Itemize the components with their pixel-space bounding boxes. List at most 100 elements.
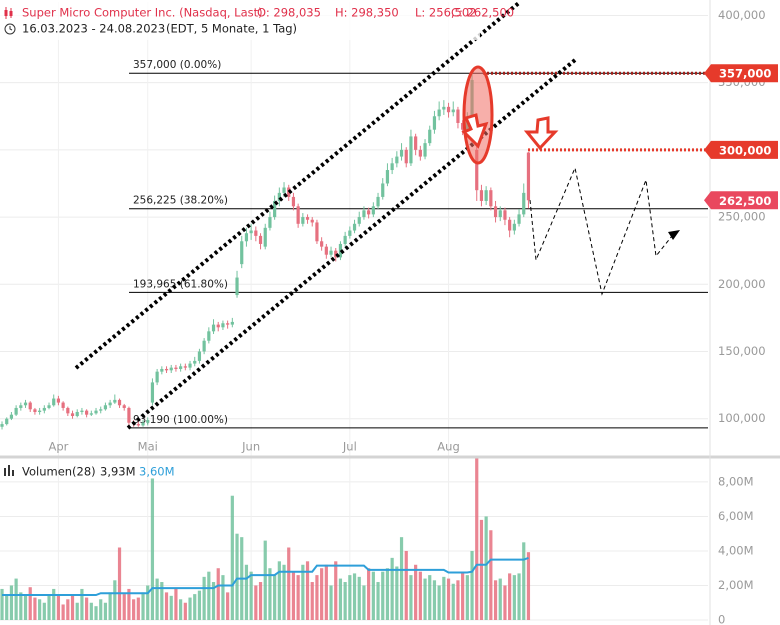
volume-bar [127, 588, 131, 620]
candle-body [451, 109, 455, 113]
candle-body [305, 217, 310, 220]
candle-body [160, 368, 164, 372]
volume-bar [442, 576, 446, 620]
candle-body [522, 192, 526, 215]
volume-bar [28, 587, 32, 620]
volume-bar [146, 585, 150, 620]
candle-body [164, 368, 169, 371]
volume-bar [103, 602, 108, 620]
volume-bar [75, 602, 79, 620]
x-tick-label: Jul [342, 440, 357, 454]
candle-body [437, 109, 441, 117]
volume-bar [428, 575, 432, 620]
volume-bar [348, 575, 352, 620]
volume-bar [52, 588, 56, 620]
volume-bar [89, 602, 93, 620]
candle-body [479, 190, 484, 201]
volume-bar [479, 519, 484, 620]
volume-bar [352, 573, 357, 620]
volume-bar [70, 595, 75, 620]
candle-body [456, 109, 460, 123]
candle-body [14, 407, 18, 415]
volume-bar [249, 571, 253, 620]
volume-bar [362, 585, 366, 620]
volume-bar [108, 592, 112, 620]
volume-bar [381, 571, 385, 620]
y-tick-label: 100,000 [718, 411, 766, 425]
volume-bar [315, 575, 319, 620]
candle-body [273, 200, 277, 218]
volume-bar [56, 594, 61, 620]
ohlc-open: O: 298,035 [257, 6, 321, 20]
candle-body [268, 217, 272, 228]
level-label: 300,000 [719, 143, 771, 157]
volume-bar [155, 578, 159, 620]
volume-bar [423, 578, 427, 620]
x-tick-label: Mai [138, 440, 158, 454]
volume-bar [33, 597, 37, 620]
volume-bar [19, 592, 23, 620]
candle-body [122, 405, 126, 408]
volume-bar [169, 595, 173, 620]
candle-body [352, 223, 357, 231]
candle-body [226, 323, 230, 325]
highlight-ellipse [462, 65, 494, 165]
volume-bar [470, 550, 474, 620]
volume-bar [489, 530, 493, 620]
volume-bar [357, 576, 361, 620]
volume-bar [414, 564, 418, 620]
candle-body [367, 210, 371, 215]
volume-bar [188, 597, 192, 620]
volume-bar [409, 575, 413, 620]
volume-name: Volumen(28) [22, 465, 96, 479]
volume-bar [268, 568, 272, 620]
candle-body [249, 230, 253, 234]
candle-body [324, 246, 328, 255]
level-box [704, 64, 778, 83]
candle-body [146, 420, 150, 423]
y-tick-label: 150,000 [718, 344, 766, 358]
candle-body [418, 149, 422, 157]
candle-body [362, 210, 366, 218]
volume-bar [263, 540, 267, 620]
fib-label: 357,000 (0.00%) [133, 59, 221, 71]
volume-bar [484, 516, 488, 620]
volume-bar [179, 599, 183, 620]
candle-body [19, 405, 23, 408]
candle-body [404, 149, 408, 164]
header-bg [0, 0, 480, 40]
candle-body [66, 407, 70, 414]
grid: 100,000150,000200,000250,000300,000350,0… [0, 2, 766, 625]
arrow [461, 113, 489, 149]
candle-body [183, 366, 187, 368]
volume-bar [207, 571, 211, 620]
volume-bar [38, 599, 42, 620]
volume-tick-label: 2,00M [718, 578, 754, 592]
volume-bar [66, 599, 70, 620]
candle-body [390, 163, 394, 171]
y-tick-label: 250,000 [718, 210, 766, 224]
candle-body [310, 219, 314, 223]
candle-body [28, 402, 32, 410]
candle-body [432, 116, 437, 130]
candle-body [141, 422, 145, 426]
candle-body [127, 407, 131, 423]
volume-bar [136, 597, 140, 620]
volume-bar [235, 533, 239, 620]
candle-body [174, 367, 178, 369]
candle-body [287, 187, 291, 197]
candle-body [371, 206, 375, 215]
volume-bar [226, 592, 230, 620]
candle-body [461, 122, 465, 130]
volume-bar [141, 592, 145, 620]
volume-bar [446, 578, 451, 620]
candle-body [5, 418, 9, 425]
volume-bar [296, 575, 300, 620]
candle-body [498, 210, 502, 218]
volume-bar [132, 599, 136, 620]
candle-body [381, 183, 385, 197]
volume-bar [343, 582, 347, 620]
volume-bar [390, 557, 394, 620]
level-box [704, 140, 778, 159]
volume-bar [23, 594, 28, 620]
